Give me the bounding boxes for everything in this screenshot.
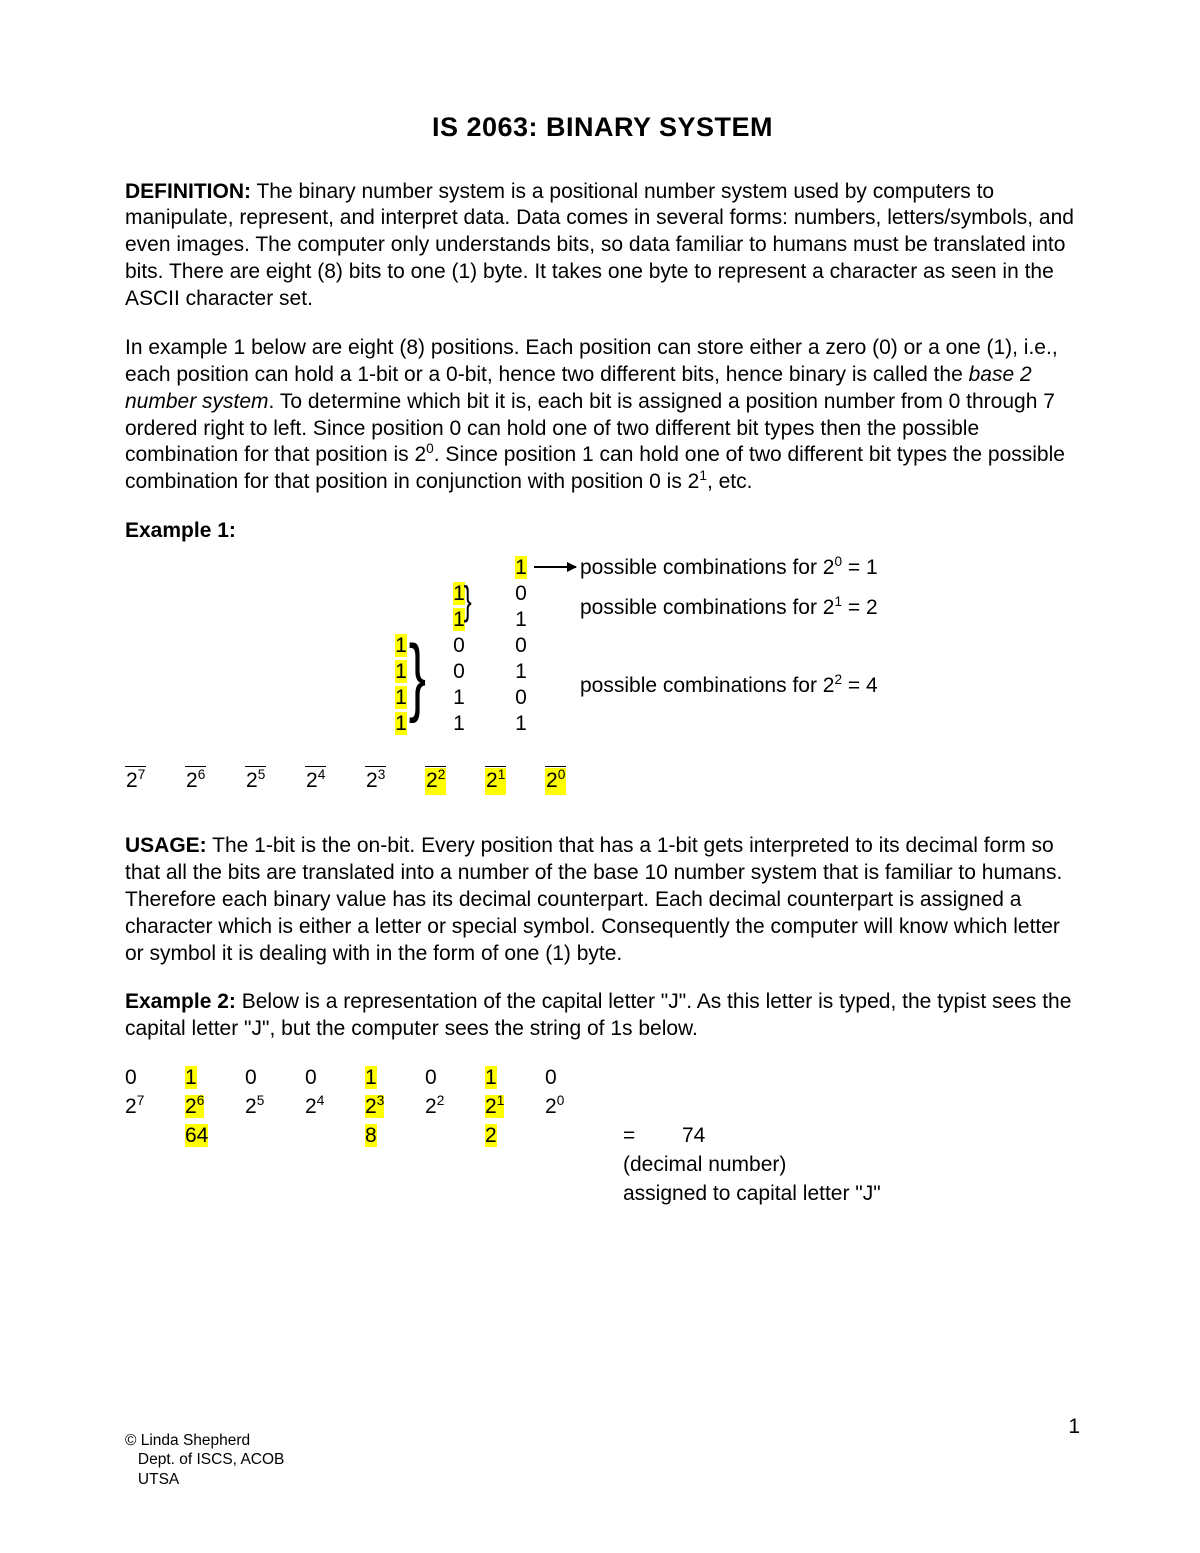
ex2-power: 22 xyxy=(425,1094,485,1121)
ex2-value xyxy=(245,1123,305,1150)
power-2-7: 27 xyxy=(125,768,146,795)
ex2-power: 26 xyxy=(185,1094,245,1121)
example1-diagram: 1 0 1 0 1 0 1 1 1 0 0 1 1 1 1 1 1 } } po… xyxy=(125,551,1080,811)
ex2-power: 20 xyxy=(545,1094,605,1121)
ex2-value xyxy=(125,1123,185,1150)
ex2-bit: 0 xyxy=(245,1065,305,1092)
annotation-1: possible combinations for 20 = 1 xyxy=(580,555,878,582)
ex2-bit: 0 xyxy=(425,1065,485,1092)
power-2-4: 24 xyxy=(305,768,326,795)
ex2-bit: 0 xyxy=(545,1065,605,1092)
brace-icon: } xyxy=(409,633,426,719)
ex2-value: 2 xyxy=(485,1123,545,1150)
annotation-2: possible combinations for 21 = 2 xyxy=(580,595,878,622)
example2-paragraph: Example 2: Below is a representation of … xyxy=(125,989,1080,1043)
ex2-note: (decimal number) xyxy=(605,1152,1080,1179)
power-2-0: 20 xyxy=(545,768,566,795)
ex2-value xyxy=(305,1123,365,1150)
definition-text: The binary number system is a positional… xyxy=(125,180,1074,311)
example2-label: Example 2: xyxy=(125,990,236,1013)
footer: © Linda Shepherd Dept. of ISCS, ACOB UTS… xyxy=(125,1431,284,1489)
usage-paragraph: USAGE: The 1-bit is the on-bit. Every po… xyxy=(125,833,1080,967)
brace-icon: } xyxy=(464,581,472,621)
ex2-bit: 0 xyxy=(305,1065,365,1092)
ex2-value: 8 xyxy=(365,1123,425,1150)
ex2-bit: 0 xyxy=(125,1065,185,1092)
ex2-power: 21 xyxy=(485,1094,545,1121)
example2-text: Below is a representation of the capital… xyxy=(125,990,1071,1040)
power-2-3: 23 xyxy=(365,768,386,795)
page-number: 1 xyxy=(1068,1414,1080,1441)
ex2-power: 24 xyxy=(305,1094,365,1121)
definition-paragraph: DEFINITION: The binary number system is … xyxy=(125,179,1080,313)
power-2-2: 22 xyxy=(425,768,446,795)
usage-text: The 1-bit is the on-bit. Every position … xyxy=(125,834,1062,965)
power-2-1: 21 xyxy=(485,768,506,795)
ex2-bit: 1 xyxy=(485,1065,545,1092)
ex2-equals: = 74 xyxy=(605,1123,1080,1150)
ex2-value xyxy=(545,1123,605,1150)
arrow-icon xyxy=(534,566,576,568)
example1-label: Example 1: xyxy=(125,518,1080,545)
ex2-value xyxy=(425,1123,485,1150)
power-2-5: 25 xyxy=(245,768,266,795)
ex2-power: 27 xyxy=(125,1094,185,1121)
example2-table: 0100101027262524232221206482= 74(decimal… xyxy=(125,1065,1080,1207)
ex2-bit: 1 xyxy=(365,1065,425,1092)
ex2-note: assigned to capital letter "J" xyxy=(605,1181,1080,1208)
usage-label: USAGE: xyxy=(125,834,207,857)
ex2-value: 64 xyxy=(185,1123,245,1150)
power-2-6: 26 xyxy=(185,768,206,795)
ex2-bit: 1 xyxy=(185,1065,245,1092)
page-title: IS 2063: BINARY SYSTEM xyxy=(125,110,1080,145)
ex2-power: 25 xyxy=(245,1094,305,1121)
ex2-power: 23 xyxy=(365,1094,425,1121)
annotation-3: possible combinations for 22 = 4 xyxy=(580,673,878,700)
intro-paragraph-2: In example 1 below are eight (8) positio… xyxy=(125,335,1080,496)
definition-label: DEFINITION: xyxy=(125,180,251,203)
